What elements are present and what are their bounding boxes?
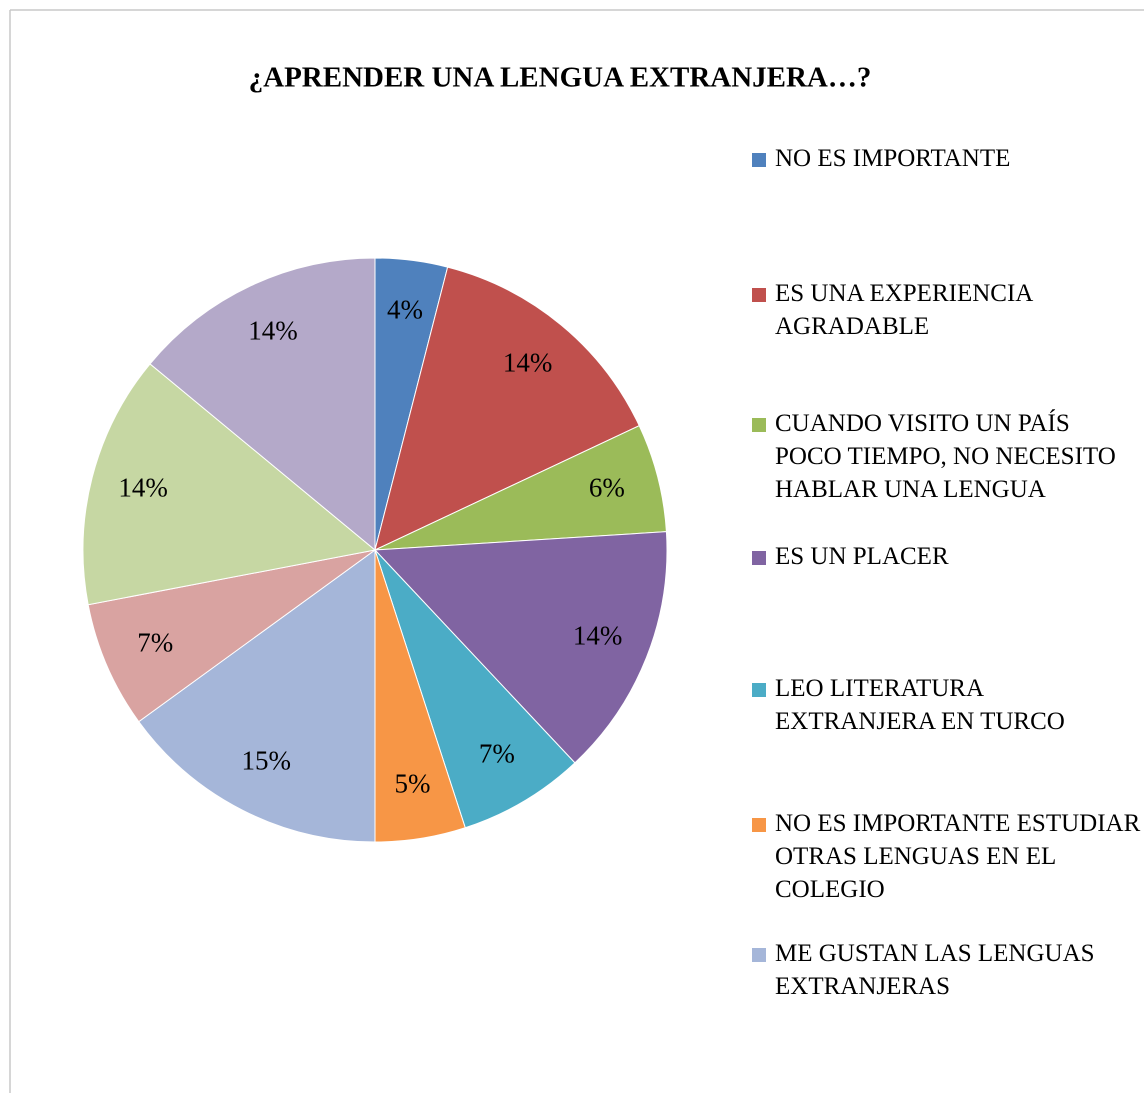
- data-label: 14%: [248, 316, 298, 346]
- data-label: 14%: [573, 620, 623, 650]
- data-label: 4%: [387, 295, 423, 325]
- legend-label: ES UNA EXPERIENCIA AGRADABLE: [775, 280, 1033, 340]
- legend-swatch: [752, 288, 766, 302]
- legend-swatch: [752, 818, 766, 832]
- legend-swatch: [752, 418, 766, 432]
- pie-slice: [149, 257, 376, 552]
- legend-line: POCO TIEMPO, NO NECESITO: [775, 443, 1116, 470]
- legend-line: EXTRANJERAS: [775, 973, 950, 1000]
- data-label: 6%: [589, 473, 625, 503]
- chart-title: ¿APRENDER UNA LENGUA EXTRANJERA…?: [249, 62, 872, 94]
- pie-slice: [374, 549, 576, 829]
- legend-swatch: [752, 683, 766, 697]
- legend-label: CUANDO VISITO UN PAÍS POCO TIEMPO, NO NEC…: [775, 409, 1116, 503]
- legend-line: CUANDO VISITO UN PAÍS: [775, 409, 1070, 437]
- legend-line: LEO LITERATURA: [775, 675, 984, 702]
- pie-slice: [373, 531, 668, 764]
- legend-line: ES UNA EXPERIENCIA: [775, 280, 1033, 307]
- data-label: 7%: [137, 627, 173, 657]
- legend-line: AGRADABLE: [775, 313, 929, 340]
- legend-line: ME GUSTAN LAS LENGUAS: [775, 940, 1095, 967]
- pie-slice: [87, 549, 376, 723]
- legend-swatch: [752, 153, 766, 167]
- data-label: 14%: [503, 348, 553, 378]
- legend-label: ME GUSTAN LAS LENGUAS EXTRANJERAS: [775, 940, 1095, 1000]
- legend-line: HABLAR UNA LENGUA: [775, 476, 1046, 503]
- legend-swatch: [752, 551, 766, 565]
- legend-swatch: [752, 948, 766, 962]
- data-label: 14%: [118, 473, 168, 503]
- legend-label: NO ES IMPORTANTE ESTUDIAR OTRAS LENGUAS E…: [775, 810, 1141, 903]
- pie-slice: [138, 549, 376, 843]
- legend-line: NO ES IMPORTANTE ESTUDIAR: [775, 810, 1141, 837]
- pie-slice: [82, 363, 377, 606]
- legend-line: NO ES IMPORTANTE: [775, 145, 1010, 172]
- data-label: 7%: [479, 738, 515, 768]
- data-label: 5%: [394, 769, 430, 799]
- legend-line: COLEGIO: [775, 876, 885, 903]
- legend-line: ES UN PLACER: [775, 543, 949, 570]
- data-label: 15%: [242, 746, 292, 776]
- legend-line: EXTRANJERA EN TURCO: [775, 708, 1065, 735]
- legend-label: LEO LITERATURA EXTRANJERA EN TURCO: [775, 675, 1065, 735]
- legend-label: NO ES IMPORTANTE: [775, 145, 1010, 172]
- legend-line: OTRAS LENGUAS EN EL: [775, 843, 1056, 870]
- legend-label: ES UN PLACER: [775, 543, 949, 570]
- pie-slice: [374, 266, 640, 551]
